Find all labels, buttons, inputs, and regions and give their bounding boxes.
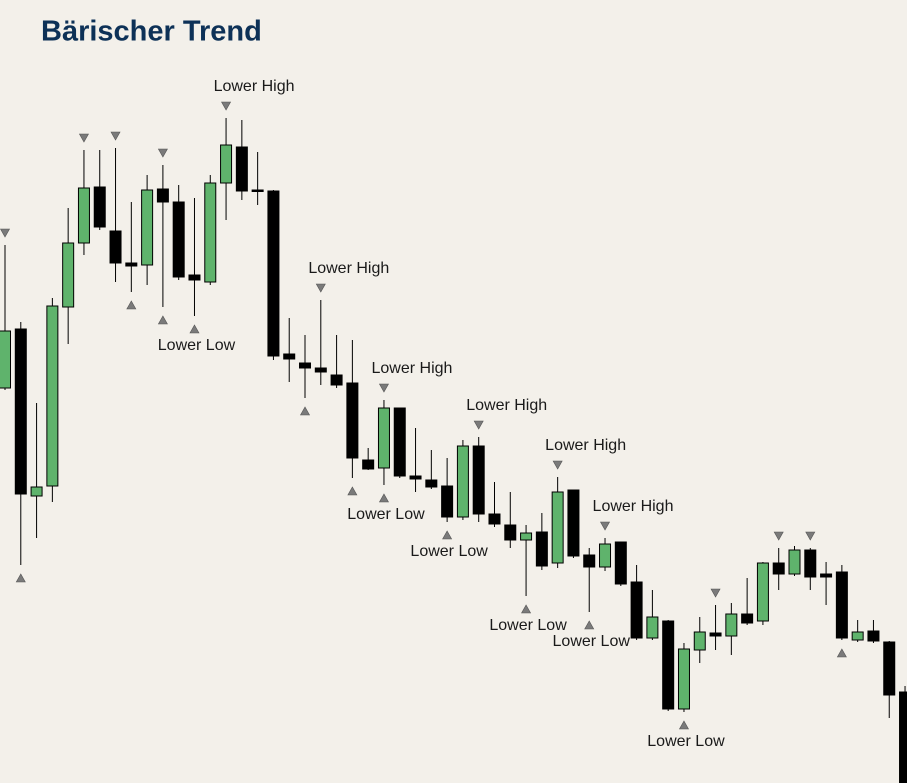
candle-body (551, 491, 564, 564)
swing-high-label: Lower High (593, 498, 674, 515)
candle-body (141, 189, 154, 266)
candle-body (630, 581, 643, 639)
candle-body (299, 362, 312, 369)
candle-body (409, 475, 422, 480)
candle-body (820, 573, 833, 578)
candle-body (0, 330, 11, 389)
candle-body (267, 190, 280, 357)
swing-low-marker (157, 315, 168, 325)
candle-body (567, 489, 580, 557)
candle-body (283, 353, 296, 360)
swing-low-label: Lower Low (647, 733, 725, 750)
swing-high-label: Lower High (308, 260, 389, 277)
candle-body (188, 274, 201, 281)
candle-body (377, 407, 390, 469)
swing-low-marker (836, 648, 847, 658)
candle-body (393, 407, 406, 477)
candle-body (314, 367, 327, 373)
candle-body (835, 571, 848, 639)
swing-low-label: Lower Low (158, 337, 236, 354)
swing-low-label: Lower Low (347, 506, 425, 523)
swing-low-marker (299, 406, 311, 416)
swing-low-label: Lower Low (489, 617, 567, 634)
candle-body (741, 613, 754, 624)
swing-high-marker (805, 531, 816, 541)
candle-body (46, 305, 59, 487)
swing-high-marker (221, 101, 232, 111)
swing-high-label: Lower High (545, 437, 626, 454)
candle-body (662, 620, 675, 710)
swing-high-marker (157, 148, 168, 158)
swing-low-label: Lower Low (553, 633, 631, 650)
candle-body (504, 524, 517, 541)
swing-low-marker (347, 486, 358, 496)
candle-body (330, 374, 343, 386)
candle-body (614, 541, 627, 585)
swing-high-marker (773, 531, 784, 541)
candle-body (646, 616, 659, 639)
candle-body (772, 562, 785, 575)
swing-low-marker (126, 300, 137, 310)
swing-low-marker (678, 720, 689, 730)
swing-high-marker (0, 228, 11, 238)
swing-low-marker (584, 620, 595, 630)
candle-body (756, 562, 769, 622)
candle-body (125, 262, 138, 267)
swing-low-marker (189, 324, 200, 334)
candle-body (109, 230, 122, 264)
swing-high-label: Lower High (371, 360, 452, 377)
swing-high-label: Lower High (466, 397, 547, 414)
swing-high-marker (600, 521, 611, 531)
swing-high-label: Lower High (214, 78, 295, 95)
candle-body (520, 532, 533, 541)
candle-body (441, 485, 454, 518)
candle-body (725, 613, 738, 637)
candle-body (30, 486, 43, 497)
candle-body (535, 531, 548, 567)
candle-body (804, 549, 817, 578)
candle-body (599, 543, 612, 568)
swing-low-marker (378, 493, 389, 503)
candle-body (77, 187, 90, 244)
candle-body (346, 382, 359, 459)
swing-low-marker (442, 530, 453, 540)
candle-body (362, 459, 375, 470)
candle-body (488, 513, 501, 525)
candle-body (472, 445, 485, 515)
swing-low-marker (15, 573, 26, 583)
candle-body (220, 144, 233, 184)
candle-body (899, 691, 907, 783)
candle-body (709, 632, 722, 637)
candle-body (867, 630, 880, 642)
candle-body (235, 146, 248, 192)
candle-body (425, 479, 438, 488)
swing-high-marker (378, 383, 389, 393)
candle-body (583, 554, 596, 568)
candle-body (883, 641, 896, 696)
candle-body (693, 631, 706, 651)
swing-high-marker (315, 283, 326, 293)
candle-body (788, 549, 801, 575)
swing-high-marker (110, 131, 121, 141)
candle-body (172, 201, 185, 278)
candle-body (251, 189, 264, 192)
candle-body (456, 445, 469, 518)
swing-high-marker (473, 420, 484, 430)
candle-body (204, 182, 217, 283)
swing-high-marker (552, 460, 563, 470)
swing-low-label: Lower Low (410, 543, 488, 560)
candle-body (14, 328, 27, 495)
candle-body (156, 188, 169, 203)
swing-high-marker (710, 588, 721, 598)
candle-body (851, 631, 864, 641)
swing-high-marker (78, 133, 89, 143)
swing-low-marker (521, 604, 532, 614)
candle-body (93, 186, 106, 228)
candle-body (677, 648, 690, 710)
chart-title: Bärischer Trend (41, 16, 262, 48)
candle-body (62, 242, 75, 308)
